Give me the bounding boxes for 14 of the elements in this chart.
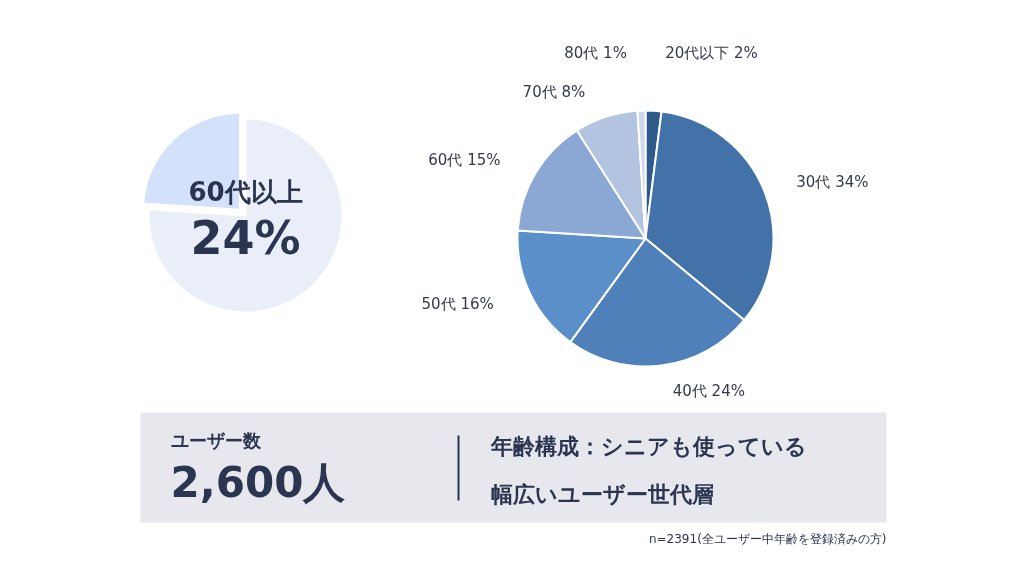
data-label: 24% <box>190 210 301 265</box>
slice-label: 60代以上 <box>188 176 303 207</box>
slice-label: 40代 24% <box>672 381 745 400</box>
slice-label: 80代 1% <box>564 43 627 62</box>
text: 幅広いユーザー世代層 <box>490 482 714 507</box>
text: 年齢構成：シニアも使っている <box>489 434 807 459</box>
slice-label: 60代 15% <box>428 151 501 170</box>
slice-label: 30代 34% <box>796 172 869 191</box>
slice-label: 70代 8% <box>522 83 586 102</box>
slice-label: 20代以下 2% <box>665 44 758 63</box>
text: 2,600人 <box>170 458 346 507</box>
text: ユーザー数 <box>170 430 262 451</box>
text: n=2391(全ユーザー中年齢を登録済みの方) <box>648 531 887 546</box>
slice-label: 50代 16% <box>421 294 494 313</box>
